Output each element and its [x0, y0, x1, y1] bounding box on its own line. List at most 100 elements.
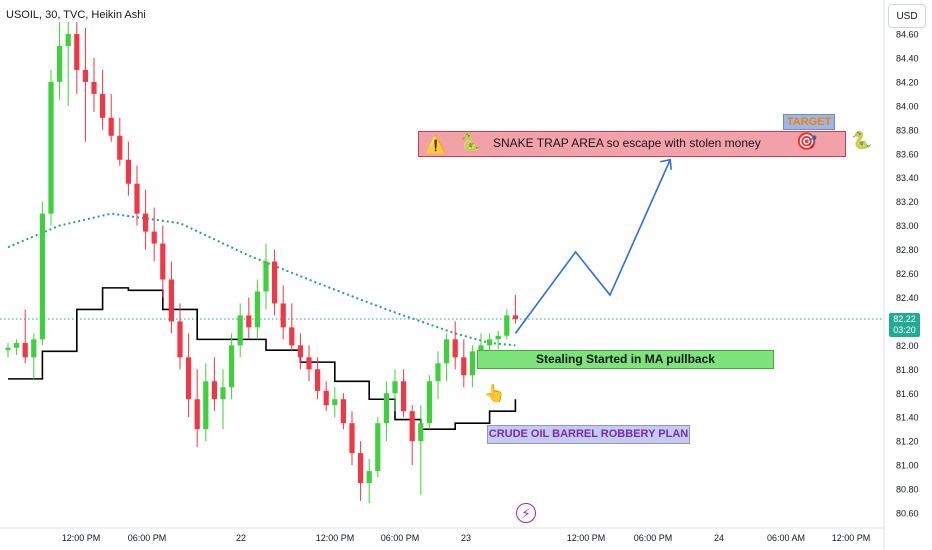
- candle-body: [358, 453, 364, 484]
- candle-body: [375, 423, 381, 472]
- candle-body: [237, 315, 243, 346]
- warning-icon: ⚠️: [425, 135, 447, 154]
- candle-body: [366, 471, 372, 484]
- projection-arrow-line: [514, 159, 671, 334]
- y-tick-label: 82.60: [896, 269, 919, 279]
- x-tick-label: 06:00 PM: [128, 533, 167, 543]
- x-tick-label: 12:00 PM: [62, 533, 101, 543]
- pointing-up-icon: 👆: [484, 384, 506, 403]
- y-tick-label: 81.80: [896, 365, 919, 375]
- candle-body: [48, 81, 54, 214]
- candle-body: [332, 399, 338, 406]
- candle-body: [426, 381, 432, 424]
- x-tick-label: 06:00 AM: [767, 533, 805, 543]
- x-tick-label: 12:00 PM: [316, 533, 355, 543]
- y-tick-label: 84.20: [896, 77, 919, 87]
- candle-body: [297, 345, 303, 358]
- currency-button[interactable]: USD: [888, 4, 926, 28]
- candle-body: [220, 387, 226, 400]
- y-tick-label: 84.00: [896, 101, 919, 111]
- candle-body: [383, 393, 389, 424]
- candle-body: [74, 34, 80, 70]
- snake-icon: 🐍: [460, 133, 482, 152]
- x-tick-label: 24: [714, 533, 724, 543]
- x-tick-label: 23: [461, 533, 471, 543]
- candle-body: [134, 183, 140, 214]
- last-price-value: 82.22: [893, 314, 916, 324]
- candle-body: [177, 321, 183, 358]
- candle-body: [57, 45, 63, 82]
- candle-body: [39, 213, 45, 340]
- candle-body: [435, 363, 441, 382]
- candle-body: [392, 381, 398, 394]
- snake-trap-label: SNAKE TRAP AREA so escape with stolen mo…: [493, 136, 761, 150]
- x-tick-label: 06:00 PM: [634, 533, 673, 543]
- candle-body: [22, 342, 28, 358]
- ma-dotted-line: [7, 212, 516, 347]
- candle-body: [14, 342, 20, 348]
- candle-body: [65, 34, 71, 46]
- candle-body: [108, 117, 114, 136]
- candle-body: [194, 399, 200, 430]
- candle-body: [91, 81, 97, 94]
- y-tick-label: 82.80: [896, 245, 919, 255]
- x-tick-label: 06:00 PM: [381, 533, 420, 543]
- y-tick-label: 83.40: [896, 173, 919, 183]
- y-tick-label: 81.20: [896, 437, 919, 447]
- candle-body: [444, 339, 450, 364]
- candle-body: [401, 381, 407, 412]
- last-price-tag: 82.22 03:20: [889, 313, 920, 337]
- y-tick-label: 81.00: [896, 461, 919, 471]
- target-icon: 🎯: [796, 132, 818, 151]
- candle-body: [160, 243, 166, 280]
- lightning-icon[interactable]: ⚡: [516, 503, 536, 523]
- candle-body: [272, 261, 278, 304]
- ma-solid-line: [8, 287, 517, 430]
- candle-body: [452, 339, 458, 358]
- candle-body: [418, 423, 424, 442]
- y-tick-label: 82.00: [896, 341, 919, 351]
- candle-body: [151, 231, 157, 244]
- candle-body: [246, 315, 252, 328]
- candle-body: [203, 381, 209, 430]
- candle-body: [340, 399, 346, 424]
- y-tick-label: 83.20: [896, 197, 919, 207]
- candle-body: [168, 279, 174, 322]
- candle-body: [289, 327, 295, 346]
- y-tick-label: 81.40: [896, 413, 919, 423]
- stealing-started-label: Stealing Started in MA pullback: [477, 350, 774, 369]
- candle-body: [409, 411, 415, 442]
- y-tick-label: 83.00: [896, 221, 919, 231]
- candle-body: [117, 135, 123, 160]
- candle-body: [211, 381, 217, 400]
- candle-body: [143, 213, 149, 232]
- y-tick-label: 82.40: [896, 293, 919, 303]
- candle-body: [315, 369, 321, 391]
- target-label: TARGET: [783, 114, 835, 130]
- y-tick-label: 83.60: [896, 149, 919, 159]
- y-tick-label: 84.60: [896, 30, 919, 40]
- x-tick-label: 22: [236, 533, 246, 543]
- candle-body: [82, 69, 88, 82]
- symbol-title[interactable]: USOIL, 30, TVC, Heikin Ashi: [6, 9, 146, 21]
- candle-body: [478, 345, 484, 352]
- robbery-plan-label: CRUDE OIL BARREL ROBBERY PLAN: [487, 425, 690, 444]
- candle-body: [31, 339, 37, 358]
- candle-body: [461, 357, 467, 376]
- x-tick-label: 12:00 PM: [832, 533, 871, 543]
- candle-body: [323, 390, 329, 406]
- candle-body: [125, 159, 131, 184]
- candle-body: [469, 351, 475, 376]
- snake-icon-right: 🐍: [851, 131, 873, 150]
- x-tick-label: 12:00 PM: [567, 533, 606, 543]
- y-tick-label: 84.40: [896, 53, 919, 63]
- candle-body: [512, 315, 518, 320]
- y-tick-label: 83.80: [896, 125, 919, 135]
- projection-arrow-head: [660, 158, 672, 170]
- candle-body: [186, 357, 192, 400]
- candle-body: [263, 261, 269, 292]
- candle-body: [487, 339, 493, 346]
- candle-body: [280, 303, 286, 328]
